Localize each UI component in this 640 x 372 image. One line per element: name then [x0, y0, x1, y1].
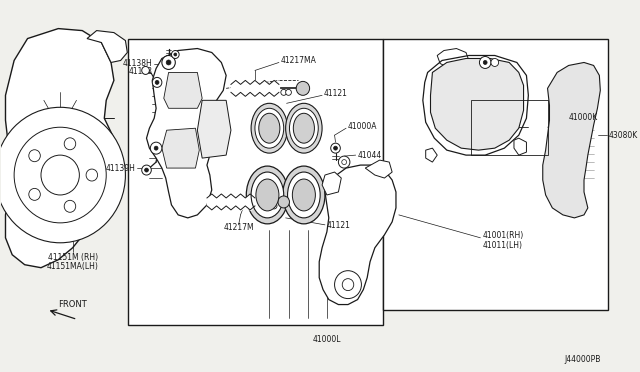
- Circle shape: [339, 156, 350, 168]
- Circle shape: [14, 127, 106, 223]
- Ellipse shape: [259, 113, 280, 143]
- Ellipse shape: [285, 103, 322, 153]
- Circle shape: [29, 188, 40, 201]
- Text: 41121: 41121: [327, 221, 351, 230]
- Circle shape: [150, 142, 162, 154]
- Bar: [383, 39, 608, 310]
- Polygon shape: [365, 160, 392, 178]
- Text: 41000L: 41000L: [312, 335, 341, 344]
- Circle shape: [86, 169, 97, 181]
- Text: 41128: 41128: [129, 67, 152, 76]
- Polygon shape: [431, 58, 524, 150]
- Ellipse shape: [287, 172, 320, 218]
- Text: 41151MA(LH): 41151MA(LH): [47, 262, 99, 271]
- Circle shape: [335, 271, 362, 299]
- Polygon shape: [322, 172, 341, 195]
- Polygon shape: [147, 48, 226, 218]
- Polygon shape: [543, 62, 600, 218]
- Circle shape: [41, 155, 79, 195]
- Text: 41217MA: 41217MA: [281, 56, 317, 65]
- Polygon shape: [319, 165, 396, 305]
- Circle shape: [281, 89, 287, 95]
- Circle shape: [141, 165, 151, 175]
- Text: 41000K: 41000K: [569, 113, 598, 122]
- Ellipse shape: [246, 166, 289, 224]
- Circle shape: [271, 203, 277, 209]
- Circle shape: [333, 146, 337, 150]
- Circle shape: [155, 80, 159, 84]
- Ellipse shape: [293, 113, 314, 143]
- Ellipse shape: [251, 172, 284, 218]
- Bar: [128, 39, 383, 326]
- Circle shape: [64, 201, 76, 212]
- Polygon shape: [197, 100, 231, 158]
- Circle shape: [479, 57, 491, 68]
- Polygon shape: [162, 128, 199, 168]
- Polygon shape: [87, 31, 127, 62]
- Polygon shape: [164, 73, 202, 108]
- Ellipse shape: [251, 103, 287, 153]
- Polygon shape: [514, 138, 527, 155]
- Circle shape: [331, 143, 340, 153]
- Text: 41000A: 41000A: [348, 122, 378, 131]
- Circle shape: [29, 150, 40, 162]
- Circle shape: [342, 160, 346, 164]
- Circle shape: [278, 196, 289, 208]
- Text: 41011(LH): 41011(LH): [483, 241, 522, 250]
- Circle shape: [145, 168, 148, 172]
- Text: 41001(RH): 41001(RH): [483, 231, 524, 240]
- Ellipse shape: [289, 108, 318, 148]
- Circle shape: [0, 107, 125, 243]
- Polygon shape: [437, 48, 469, 68]
- Polygon shape: [426, 148, 437, 162]
- Circle shape: [172, 51, 179, 58]
- Text: 41044: 41044: [358, 151, 382, 160]
- Ellipse shape: [255, 108, 284, 148]
- Circle shape: [141, 67, 149, 74]
- Text: 43080K: 43080K: [609, 131, 638, 140]
- Ellipse shape: [256, 179, 279, 211]
- Circle shape: [154, 146, 158, 150]
- Circle shape: [166, 60, 171, 65]
- Circle shape: [342, 279, 354, 291]
- Bar: [471, 100, 548, 155]
- Circle shape: [483, 61, 487, 64]
- Text: 41139H: 41139H: [105, 164, 135, 173]
- Text: J44000PB: J44000PB: [564, 355, 600, 364]
- Text: 41151M (RH): 41151M (RH): [47, 253, 98, 262]
- Circle shape: [152, 77, 162, 87]
- Circle shape: [285, 89, 291, 95]
- Text: FRONT: FRONT: [58, 300, 87, 309]
- Circle shape: [162, 55, 175, 70]
- Circle shape: [266, 203, 272, 209]
- Circle shape: [174, 53, 177, 56]
- Polygon shape: [6, 29, 116, 268]
- Circle shape: [296, 81, 310, 95]
- Ellipse shape: [292, 179, 316, 211]
- Text: 41138H: 41138H: [122, 59, 152, 68]
- Text: 41121: 41121: [324, 89, 348, 98]
- Ellipse shape: [283, 166, 325, 224]
- Circle shape: [491, 58, 499, 67]
- Text: 41217M: 41217M: [223, 223, 254, 232]
- Circle shape: [64, 138, 76, 150]
